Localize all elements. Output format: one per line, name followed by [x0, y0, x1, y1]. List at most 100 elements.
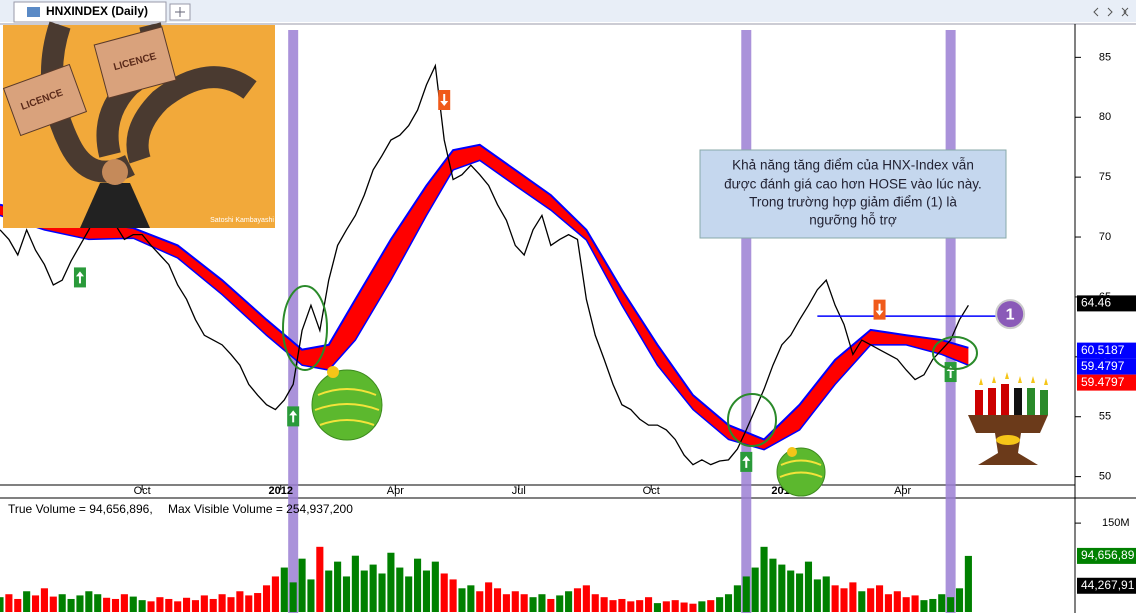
volume-bar — [724, 594, 733, 612]
volume-bar — [129, 596, 137, 612]
volume-bar — [858, 591, 866, 612]
background-layer — [288, 30, 956, 613]
volume-bar — [680, 602, 688, 612]
price-label-bg — [1077, 295, 1136, 312]
volume-bar — [875, 585, 884, 612]
volume-bar — [218, 594, 226, 612]
volume-bar — [751, 567, 759, 612]
volume-bar — [565, 591, 573, 612]
volume-bar — [209, 598, 217, 612]
volume-bar — [94, 594, 102, 612]
volume-bar — [671, 600, 679, 612]
illustration: LICENCE LICENCE Satoshi Kambayashi — [2, 21, 275, 228]
volume-bar — [591, 594, 599, 612]
y-tick-label: 50 — [1099, 471, 1111, 483]
volume-bar — [698, 601, 706, 612]
ma-upper — [0, 143, 969, 441]
volume-bar — [689, 603, 697, 612]
licence-card — [93, 26, 177, 99]
volume-bar — [120, 594, 128, 612]
buy-arrow — [289, 410, 298, 423]
nav-arrows[interactable] — [1093, 7, 1129, 17]
y-tick-label: 150M — [1102, 517, 1130, 529]
volume-bar — [511, 591, 519, 612]
volume-bar — [645, 597, 653, 612]
annotation-line: Khả năng tăng điểm của HNX-Index vẫn — [732, 158, 974, 173]
volume-bar — [964, 555, 972, 612]
volume-bar — [600, 597, 608, 612]
volume-header: True Volume = 94,656,896, — [8, 502, 153, 516]
volume-bar — [422, 570, 430, 612]
volume-bar — [156, 597, 164, 612]
annotation-box: Khả năng tăng điểm của HNX-Index vẫn đượ… — [699, 149, 1007, 239]
volume-bar — [653, 603, 661, 612]
volume-bar — [440, 573, 448, 612]
volume-label: 44,267,91 — [1081, 578, 1135, 592]
y-tick-label: 75 — [1099, 171, 1111, 183]
highlight-band — [741, 30, 752, 613]
tab-bar — [0, 0, 1136, 22]
price-label: 59.4797 — [1081, 375, 1125, 389]
volume-bar — [254, 593, 262, 612]
ma-lower — [0, 159, 969, 451]
volume-bar — [183, 597, 191, 612]
volume-bar — [289, 582, 297, 612]
volume-bar — [191, 600, 200, 612]
volume-header: Max Visible Volume = 254,937,200 — [168, 502, 353, 516]
price-label-bg — [1077, 342, 1136, 359]
volume-bar — [947, 597, 955, 612]
volume-bar — [431, 561, 439, 612]
volume-bar — [351, 555, 359, 612]
volume-bar — [103, 597, 111, 612]
volume-bar — [325, 570, 333, 612]
buy-arrow — [75, 271, 84, 284]
volume-bar — [334, 561, 342, 612]
volume-bar — [867, 588, 875, 612]
ornament-cap — [327, 366, 339, 378]
price-label-bg — [1077, 358, 1136, 375]
volume-bar — [716, 597, 724, 612]
volume-bar — [0, 597, 4, 612]
tab-title: HNXINDEX (Daily) — [46, 4, 148, 18]
volume-label-bg — [1077, 577, 1136, 594]
volume-bar — [316, 546, 324, 612]
tab-icon — [27, 7, 40, 17]
sell-arrow — [440, 94, 449, 106]
volume-bar — [405, 576, 413, 612]
support-label: 1 — [1006, 306, 1015, 323]
main-layer: 5055606570758085Oct2012AprJulOct2013Apr1… — [0, 51, 1136, 612]
volume-bar — [556, 595, 564, 612]
volume-bar — [822, 576, 830, 612]
volume-bar — [840, 588, 848, 612]
volume-bar — [58, 594, 66, 612]
volume-bar — [280, 567, 288, 612]
volume-bar — [298, 558, 306, 612]
tab[interactable] — [13, 1, 167, 23]
volume-label: 94,656,89 — [1081, 548, 1135, 562]
volume-bar — [902, 597, 910, 612]
annotation-bg — [699, 149, 1007, 239]
volume-bar — [502, 594, 510, 612]
decorations — [282, 285, 1048, 497]
volume-bar — [520, 594, 528, 612]
ornament-stripes — [314, 388, 380, 426]
volume-bar — [529, 597, 537, 612]
x-tick-label: Oct — [643, 485, 660, 497]
y-tick-label: 70 — [1099, 231, 1111, 243]
volume-bar — [307, 579, 315, 612]
image-credit: Satoshi Kambayashi — [210, 217, 274, 224]
plus-icon — [175, 7, 185, 17]
volume-bar — [23, 591, 31, 612]
price-label: 59.4797 — [1081, 359, 1125, 373]
y-tick-label: 55 — [1099, 411, 1111, 423]
volume-bar — [831, 585, 839, 612]
highlight-band — [288, 30, 299, 613]
volume-bar — [396, 567, 404, 612]
volume-bar — [849, 582, 857, 612]
volume-bar — [911, 595, 919, 612]
volume-bar — [929, 598, 937, 612]
volume-bar — [236, 591, 244, 612]
volume-bar — [271, 576, 279, 612]
price-label: 60.5187 — [1081, 343, 1125, 357]
